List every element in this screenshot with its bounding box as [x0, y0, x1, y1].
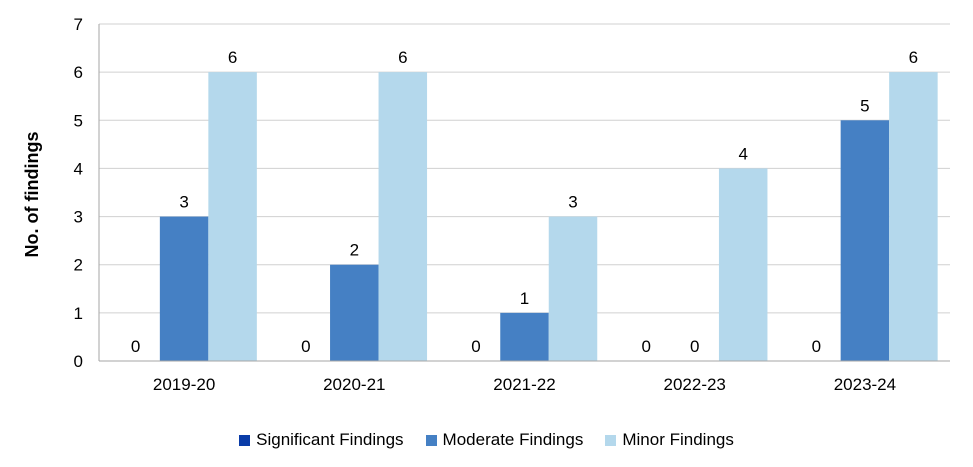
legend-swatch: [425, 434, 437, 446]
legend-label: Moderate Findings: [442, 430, 584, 449]
bar: [718, 168, 768, 361]
legend-item: Moderate Findings: [425, 430, 584, 450]
data-label: 1: [520, 289, 529, 308]
data-label: 2: [350, 241, 359, 260]
bar: [378, 72, 428, 362]
data-label: 6: [228, 48, 237, 67]
y-tick-label: 1: [74, 304, 83, 323]
bar-chart: 0 1 2 3 4 5 6 7 0 3 6 2019-20 0 2 6 2020-21 0 1 3 2021-22 0 0…: [22, 15, 950, 394]
legend-label: Significant Findings: [256, 430, 404, 449]
y-tick-label: 0: [74, 352, 83, 371]
y-axis-title: No. of findings: [22, 132, 42, 258]
legend-label: Minor Findings: [622, 430, 734, 449]
data-label: 0: [641, 337, 650, 356]
bar: [500, 312, 549, 361]
x-tick-label: 2021-22: [493, 375, 555, 394]
x-tick-label: 2022-23: [664, 375, 726, 394]
legend-swatch: [605, 434, 617, 446]
data-label: 4: [738, 144, 747, 163]
chart-legend: Significant Findings Moderate Findings Min…: [0, 428, 973, 452]
data-label: 5: [860, 96, 869, 115]
data-label: 0: [471, 337, 480, 356]
legend-swatch: [239, 434, 251, 446]
bar: [889, 72, 938, 362]
x-tick-label: 2020-21: [323, 375, 385, 394]
data-label: 0: [690, 337, 699, 356]
bar: [840, 120, 890, 362]
data-label: 6: [909, 48, 918, 67]
y-tick-label: 4: [74, 159, 83, 178]
y-tick-label: 6: [74, 63, 83, 82]
data-label: 3: [179, 193, 188, 212]
data-label: 3: [568, 193, 577, 212]
y-tick-label: 2: [74, 256, 83, 275]
data-label: 0: [812, 337, 821, 356]
data-label: 0: [301, 337, 310, 356]
legend-item: Significant Findings: [239, 430, 404, 450]
y-tick-label: 7: [74, 15, 83, 34]
x-tick-label: 2023-24: [834, 375, 896, 394]
data-label: 0: [131, 337, 140, 356]
bar: [330, 264, 379, 361]
legend-item: Minor Findings: [605, 430, 734, 450]
x-tick-label: 2019-20: [153, 375, 215, 394]
bar: [548, 216, 598, 361]
bar: [159, 216, 209, 361]
data-label: 6: [398, 48, 407, 67]
y-tick-label: 5: [74, 111, 83, 130]
y-tick-label: 3: [74, 208, 83, 227]
bar: [208, 72, 257, 362]
